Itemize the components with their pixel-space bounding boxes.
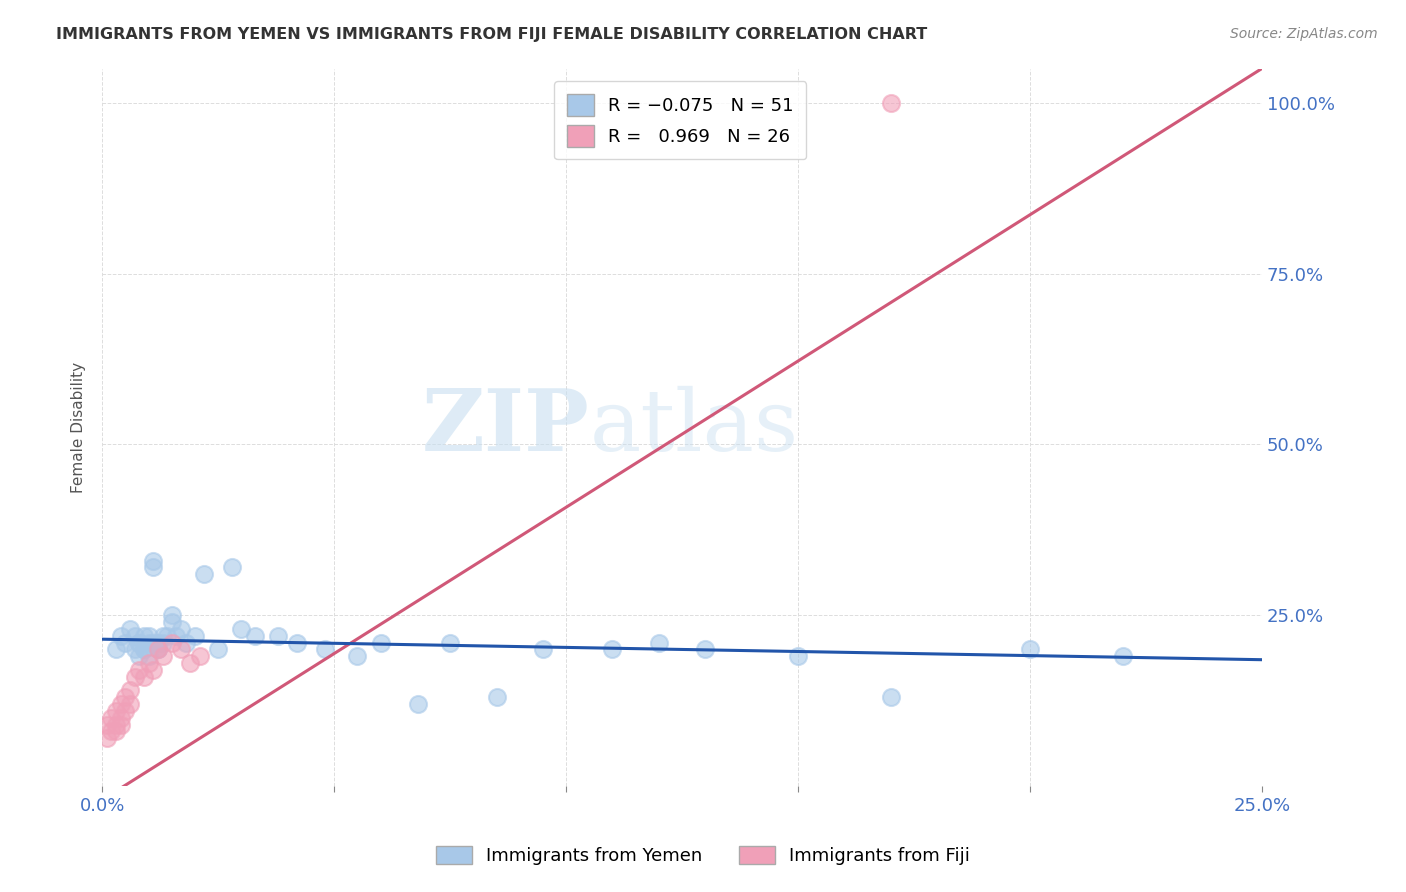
Point (118, 697, 141, 711)
Point (152, 635, 174, 649)
Point (110, 697, 132, 711)
Point (132, 670, 155, 684)
Point (146, 642, 169, 657)
Point (142, 560, 165, 574)
Point (602, 642, 624, 657)
Point (100, 711, 122, 725)
Point (138, 635, 160, 649)
Point (160, 608, 183, 623)
Text: atlas: atlas (589, 385, 799, 469)
Point (105, 724, 128, 739)
Point (105, 704, 128, 718)
Point (207, 642, 229, 657)
Point (485, 690, 508, 705)
Point (105, 642, 128, 657)
Point (346, 649, 368, 664)
Point (193, 567, 215, 582)
Point (110, 717, 132, 731)
Point (142, 663, 165, 677)
Point (160, 635, 183, 649)
Point (152, 629, 174, 643)
Text: IMMIGRANTS FROM YEMEN VS IMMIGRANTS FROM FIJI FEMALE DISABILITY CORRELATION CHAR: IMMIGRANTS FROM YEMEN VS IMMIGRANTS FROM… (56, 27, 928, 42)
Point (100, 724, 122, 739)
Point (128, 635, 150, 649)
Point (138, 656, 160, 670)
Point (96, 717, 118, 731)
Point (188, 649, 211, 664)
Point (128, 649, 150, 664)
Point (114, 704, 136, 718)
Point (132, 642, 155, 657)
Point (406, 697, 429, 711)
Point (146, 642, 169, 657)
Point (118, 622, 141, 636)
Point (110, 629, 132, 643)
Point (96, 731, 118, 746)
Point (170, 642, 193, 657)
Point (110, 711, 132, 725)
Point (531, 642, 554, 657)
Point (1019, 642, 1042, 657)
Point (105, 717, 128, 731)
Point (128, 635, 150, 649)
Text: Source: ZipAtlas.com: Source: ZipAtlas.com (1230, 27, 1378, 41)
Point (165, 629, 187, 643)
Point (146, 642, 169, 657)
Point (132, 642, 155, 657)
Text: ZIP: ZIP (422, 385, 589, 469)
Legend: Immigrants from Yemen, Immigrants from Fiji: Immigrants from Yemen, Immigrants from F… (427, 837, 979, 874)
Legend: R = −0.075   N = 51, R =   0.969   N = 26: R = −0.075 N = 51, R = 0.969 N = 26 (554, 81, 807, 160)
Point (314, 642, 336, 657)
Point (138, 629, 160, 643)
Point (184, 629, 207, 643)
Point (170, 622, 193, 636)
Point (439, 635, 461, 649)
Point (118, 683, 141, 698)
Point (880, 690, 903, 705)
Point (142, 635, 165, 649)
Point (128, 663, 150, 677)
Point (267, 629, 290, 643)
Point (231, 622, 253, 636)
Point (174, 635, 197, 649)
Point (138, 649, 160, 664)
Point (146, 635, 169, 649)
Point (1112, 649, 1135, 664)
Point (124, 629, 146, 643)
Point (245, 629, 267, 643)
Point (142, 553, 165, 567)
Point (179, 656, 201, 670)
Point (221, 560, 243, 574)
Point (648, 635, 671, 649)
Point (880, 95, 903, 110)
Point (124, 670, 146, 684)
Point (124, 642, 146, 657)
Point (160, 615, 183, 629)
Point (132, 629, 155, 643)
Point (285, 635, 308, 649)
Point (156, 629, 179, 643)
Point (787, 649, 810, 664)
Y-axis label: Female Disability: Female Disability (72, 362, 86, 493)
Point (695, 642, 717, 657)
Point (370, 635, 392, 649)
Point (114, 635, 136, 649)
Point (114, 690, 136, 705)
Point (152, 649, 174, 664)
